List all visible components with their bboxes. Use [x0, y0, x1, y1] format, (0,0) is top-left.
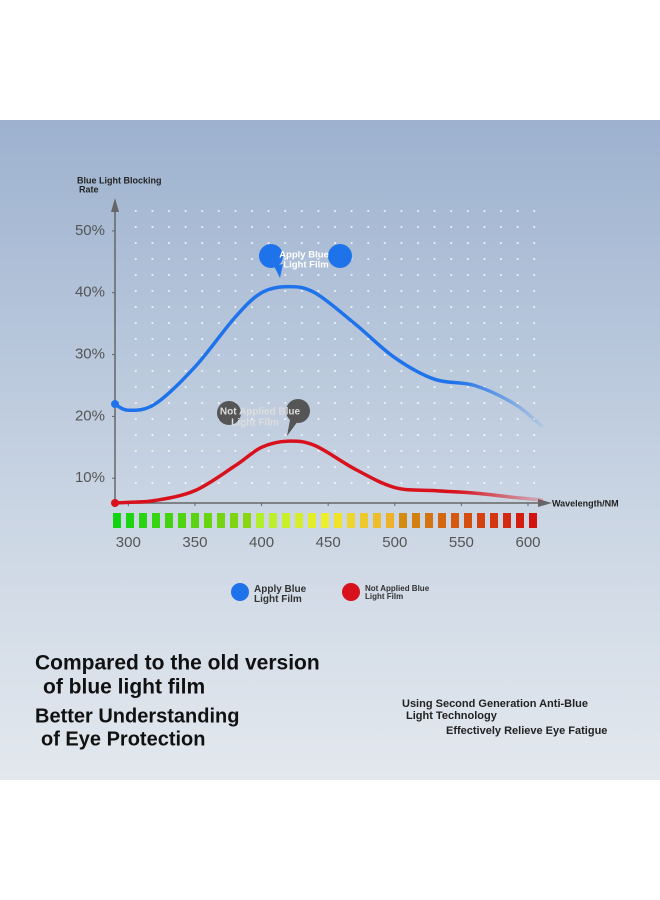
y-tick-label: 10%: [75, 469, 105, 486]
y-tick-label: 30%: [75, 346, 105, 363]
strip-cell: [191, 513, 199, 528]
strip-cell: [347, 513, 355, 528]
headline: of blue light film: [43, 676, 205, 699]
y-title: Rate: [79, 184, 99, 194]
y-tick-label: 20%: [75, 407, 105, 424]
strip-cell: [295, 513, 303, 528]
start-dot: [111, 499, 119, 507]
strip-cell: [217, 513, 225, 528]
x-tick-label: 600: [515, 534, 540, 551]
strip-cell: [308, 513, 316, 528]
callout-bubble: [259, 244, 283, 268]
strip-cell: [230, 513, 238, 528]
y-tick-label: 50%: [75, 222, 105, 239]
color-strip: [113, 513, 537, 528]
subhead: Better Understanding: [35, 705, 239, 727]
callout-pointer: [287, 420, 298, 436]
strip-cell: [204, 513, 212, 528]
x-tick-label: 300: [116, 534, 141, 551]
strip-cell: [178, 513, 186, 528]
strip-cell: [113, 513, 121, 528]
note: Using Second Generation Anti-Blue: [402, 698, 588, 710]
strip-cell: [425, 513, 433, 528]
strip-cell: [412, 513, 420, 528]
x-tick-label: 400: [249, 534, 274, 551]
y-arrow: [111, 198, 119, 212]
strip-cell: [503, 513, 511, 528]
legend-label: Not Applied Blue Light Film: [365, 584, 430, 601]
legend-swatch: [231, 583, 249, 601]
strip-cell: [126, 513, 134, 528]
strip-cell: [269, 513, 277, 528]
callout-text: Light Film: [231, 418, 279, 429]
strip-cell: [360, 513, 368, 528]
x-tick-label: 450: [316, 534, 341, 551]
strip-cell: [529, 513, 537, 528]
strip-cell: [477, 513, 485, 528]
strip-cell: [438, 513, 446, 528]
strip-cell: [256, 513, 264, 528]
strip-cell: [165, 513, 173, 528]
strip-cell: [451, 513, 459, 528]
subhead: of Eye Protection: [41, 728, 205, 750]
y-title: Blue Light Blocking: [77, 175, 162, 185]
legend-label: Apply Blue Light Film: [254, 584, 307, 605]
strip-cell: [334, 513, 342, 528]
callout-bubble: [328, 244, 352, 268]
start-dot: [111, 400, 119, 409]
strip-cell: [516, 513, 524, 528]
note: Effectively Relieve Eye Fatigue: [446, 725, 607, 737]
callout-text: Light Film: [283, 260, 328, 271]
callout-text: Apply Blue: [279, 250, 329, 261]
headline: Compared to the old version: [35, 652, 320, 675]
strip-cell: [139, 513, 147, 528]
strip-cell: [464, 513, 472, 528]
callout-text: Not Applied Blue: [220, 407, 301, 418]
x-tick-label: 350: [182, 534, 207, 551]
x-tick-label: 500: [382, 534, 407, 551]
strip-cell: [321, 513, 329, 528]
x-tick-label: 550: [449, 534, 474, 551]
legend-swatch: [342, 583, 360, 601]
strip-cell: [152, 513, 160, 528]
strip-cell: [282, 513, 290, 528]
callout-bubble: [217, 401, 241, 425]
strip-cell: [399, 513, 407, 528]
strip-cell: [490, 513, 498, 528]
line: [113, 439, 544, 505]
line: [113, 284, 544, 428]
callout-bubble: [286, 399, 310, 423]
y-tick-label: 40%: [75, 284, 105, 301]
strip-cell: [386, 513, 394, 528]
strip-cell: [373, 513, 381, 528]
note: Light Technology: [406, 710, 498, 722]
callout-pointer: [274, 264, 283, 278]
strip-cell: [243, 513, 251, 528]
x-title: Wavelength/NM: [552, 498, 619, 508]
